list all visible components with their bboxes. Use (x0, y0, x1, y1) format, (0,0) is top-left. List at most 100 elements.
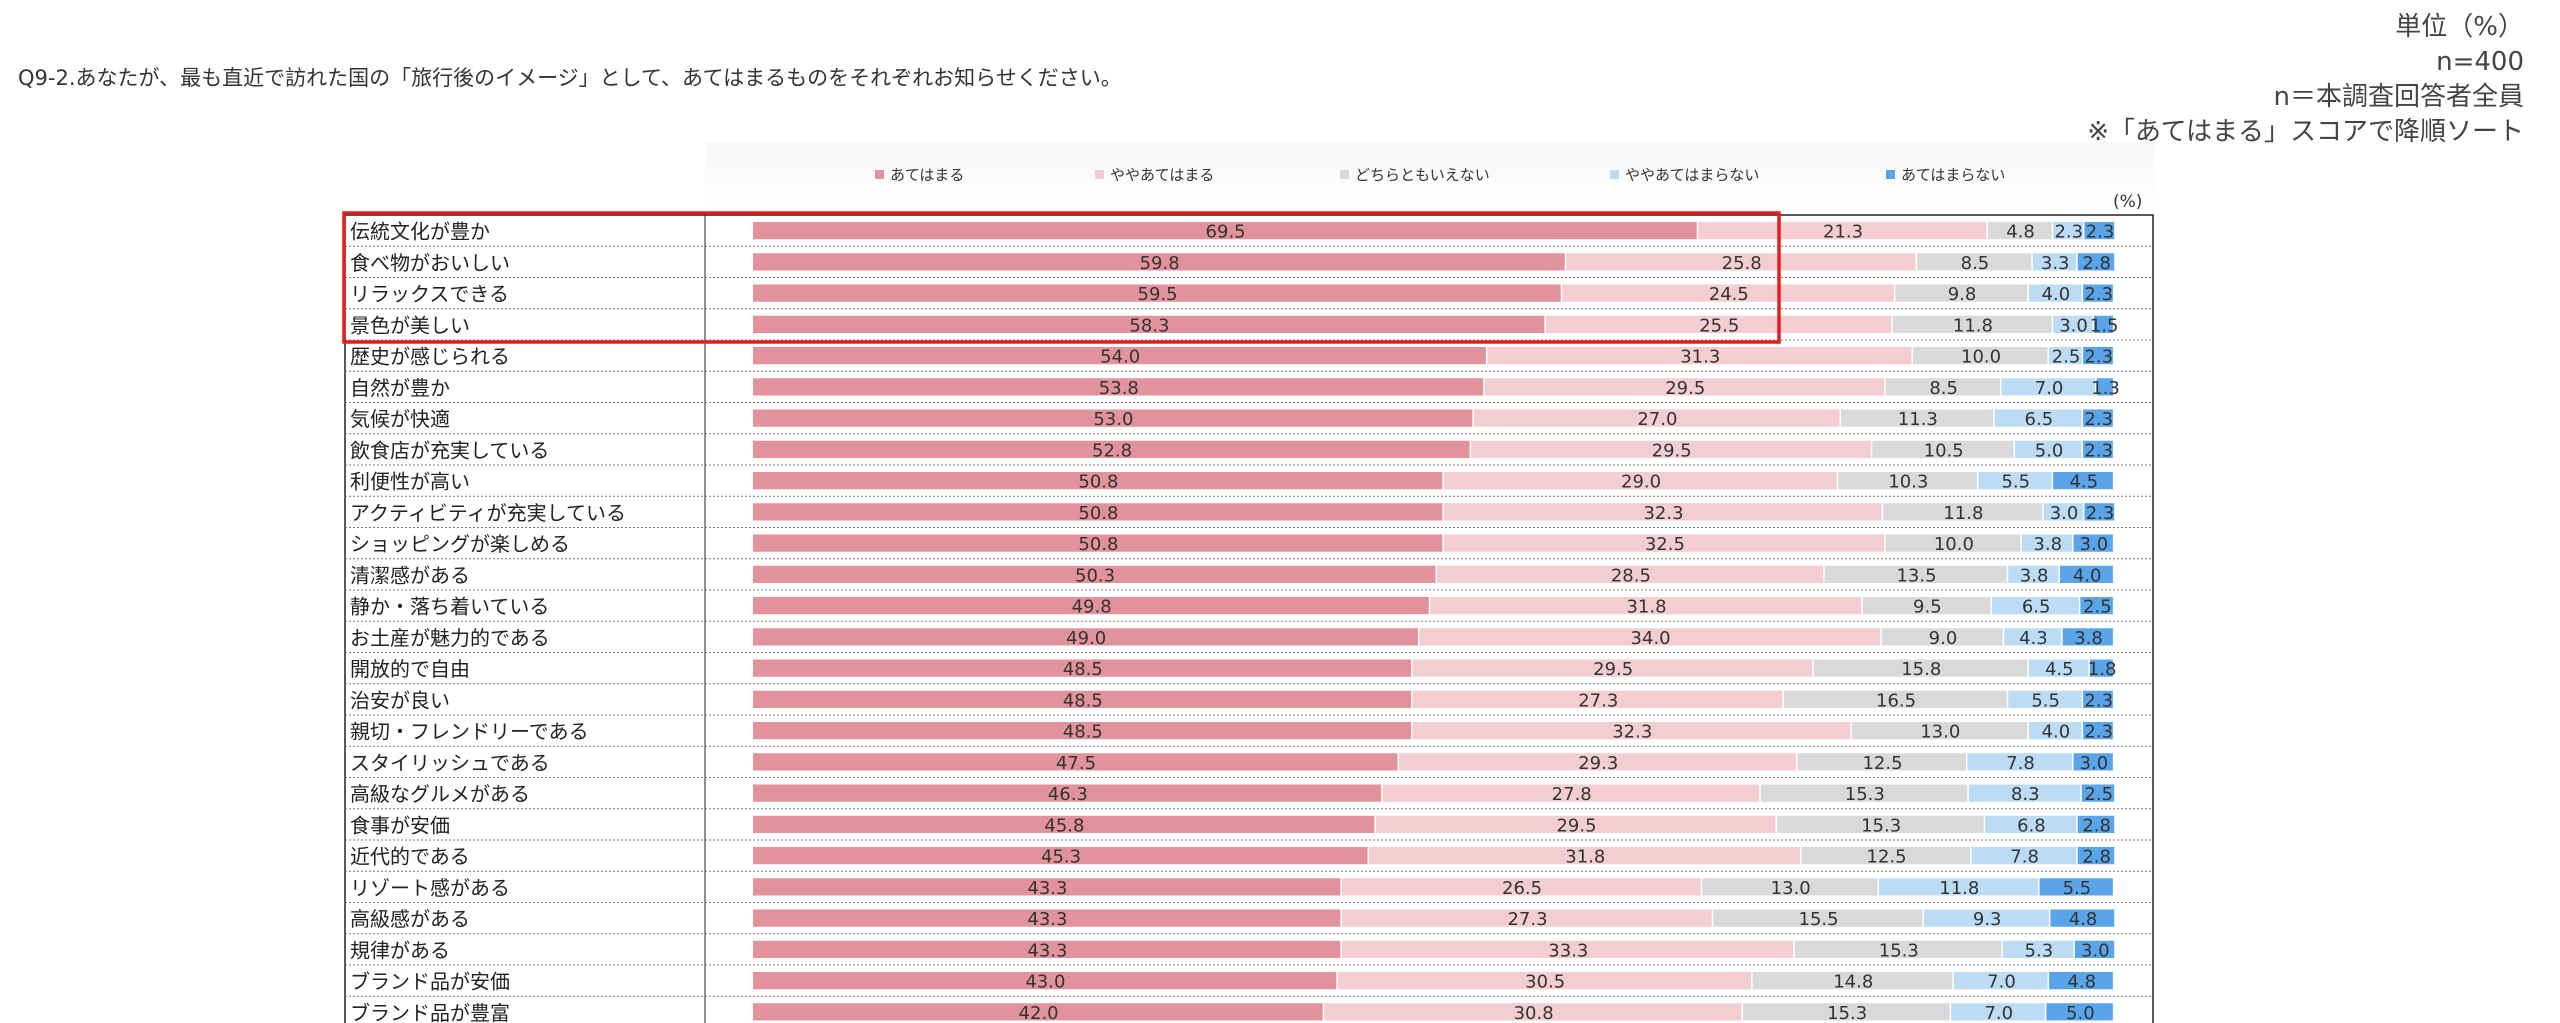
unit-note: 単位（%） (2395, 12, 2524, 42)
category-label: スタイリッシュである (350, 751, 550, 775)
bar-segment (1698, 222, 1987, 240)
bar-segment (1702, 878, 1878, 896)
bar-segment (2077, 815, 2115, 833)
bar-segment (2008, 565, 2059, 583)
data-label: 59.8 (1140, 253, 1180, 274)
bar-segment (1566, 253, 1916, 271)
data-label: 15.8 (1901, 659, 1941, 680)
data-label: 11.8 (1953, 315, 1993, 336)
data-label: 43.3 (1027, 878, 1067, 899)
category-label: 近代的である (350, 845, 470, 869)
bar-segment (2002, 940, 2074, 958)
data-label: 10.5 (1924, 440, 1964, 461)
data-label: 3.0 (2050, 503, 2079, 524)
bar-segment (753, 222, 1697, 240)
data-label: 5.5 (2063, 878, 2092, 899)
bar-segment (2049, 347, 2082, 365)
data-label: 6.8 (2017, 815, 2046, 836)
category-label: 開放的で自由 (350, 657, 470, 681)
bar-segment (753, 378, 1484, 396)
data-label: 4.5 (2069, 472, 2098, 493)
bar-segment (2084, 222, 2115, 240)
data-label: 8.5 (1961, 253, 1990, 274)
table-frame (344, 214, 2154, 1023)
legend-item: ややあてはまらない (1610, 164, 1759, 185)
bar-segment (2073, 534, 2113, 552)
bar-segment (1841, 409, 1994, 427)
bar-segment (753, 722, 1412, 740)
bar-segment (2043, 503, 2083, 521)
data-label: 5.5 (2031, 690, 2060, 711)
bar-segment (2080, 597, 2113, 615)
data-label: 28.5 (1611, 565, 1651, 586)
bar-segment (2028, 722, 2082, 740)
bar-segment (753, 284, 1561, 302)
data-label: 2.3 (2084, 690, 2113, 711)
bar-segment (1437, 565, 1824, 583)
data-label: 69.5 (1206, 222, 1246, 243)
data-label: 43.0 (1025, 972, 1065, 993)
bar-segment (1419, 628, 1881, 646)
sample-size: n=400 (2436, 47, 2524, 77)
bar-segment (1987, 222, 2052, 240)
bar-segment (753, 565, 1436, 583)
legend-label: あてはまる (890, 166, 965, 184)
bar-segment (1777, 815, 1984, 833)
data-label: 12.5 (1867, 847, 1907, 868)
bar-segment (2083, 690, 2113, 708)
legend-item: ややあてはまる (1095, 164, 1214, 185)
data-label: 1.8 (2088, 659, 2117, 680)
data-label: 2.3 (2084, 409, 2113, 430)
data-label: 32.3 (1612, 722, 1652, 743)
data-label: 31.8 (1565, 847, 1605, 868)
bar-segment (753, 440, 1470, 458)
bar-segment (1412, 690, 1783, 708)
bar-segment (2050, 909, 2115, 927)
data-label: 6.5 (2025, 409, 2054, 430)
data-label: 48.5 (1063, 722, 1103, 743)
data-label: 58.3 (1129, 315, 1169, 336)
bar-segment (753, 409, 1473, 427)
bar-segment (2049, 972, 2113, 990)
data-label: 29.5 (1593, 659, 1633, 680)
data-label: 30.5 (1525, 972, 1565, 993)
data-label: 29.5 (1556, 815, 1596, 836)
highlight-box (342, 211, 1781, 344)
data-label: 12.5 (1862, 753, 1902, 774)
legend-label: ややあてはまらない (1625, 166, 1760, 184)
bar-segment (2028, 284, 2082, 302)
bar-segment (1545, 315, 1892, 333)
bar-segment (2015, 440, 2082, 458)
bar-segment (1917, 253, 2032, 271)
data-label: 9.0 (1929, 628, 1958, 649)
bar-segment (2059, 565, 2113, 583)
bar-segment (753, 815, 1375, 833)
bar-segment (2077, 253, 2115, 271)
bar-segment (1892, 315, 2052, 333)
data-label: 43.3 (1027, 909, 1067, 930)
data-label: 31.8 (1626, 597, 1666, 618)
data-label: 2.3 (2084, 440, 2113, 461)
data-label: 10.3 (1888, 472, 1928, 493)
category-label: 伝統文化が豊か (350, 220, 490, 244)
data-label: 50.8 (1078, 534, 1118, 555)
bar-segment (1824, 565, 2007, 583)
data-label: 4.8 (2069, 909, 2098, 930)
data-label: 11.8 (1943, 503, 1983, 524)
data-label: 3.3 (2041, 253, 2070, 274)
sample-description: n＝本調査回答者全員 (2273, 82, 2524, 112)
data-label: 7.0 (2035, 378, 2064, 399)
data-label: 2.8 (2082, 847, 2111, 868)
data-label: 9.3 (1973, 909, 2002, 930)
data-label: 2.5 (2083, 597, 2112, 618)
legend-item: どちらともいえない (1340, 164, 1490, 185)
bar-segment (2021, 534, 2073, 552)
bar-segment (1382, 784, 1760, 802)
category-label: 規律がある (350, 938, 450, 962)
bar-segment (1324, 1003, 1742, 1021)
data-label: 7.8 (2006, 753, 2035, 774)
bar-segment (1760, 784, 1968, 802)
data-label: 2.3 (2084, 284, 2113, 305)
data-label: 2.3 (2086, 222, 2115, 243)
data-label: 45.8 (1044, 815, 1084, 836)
